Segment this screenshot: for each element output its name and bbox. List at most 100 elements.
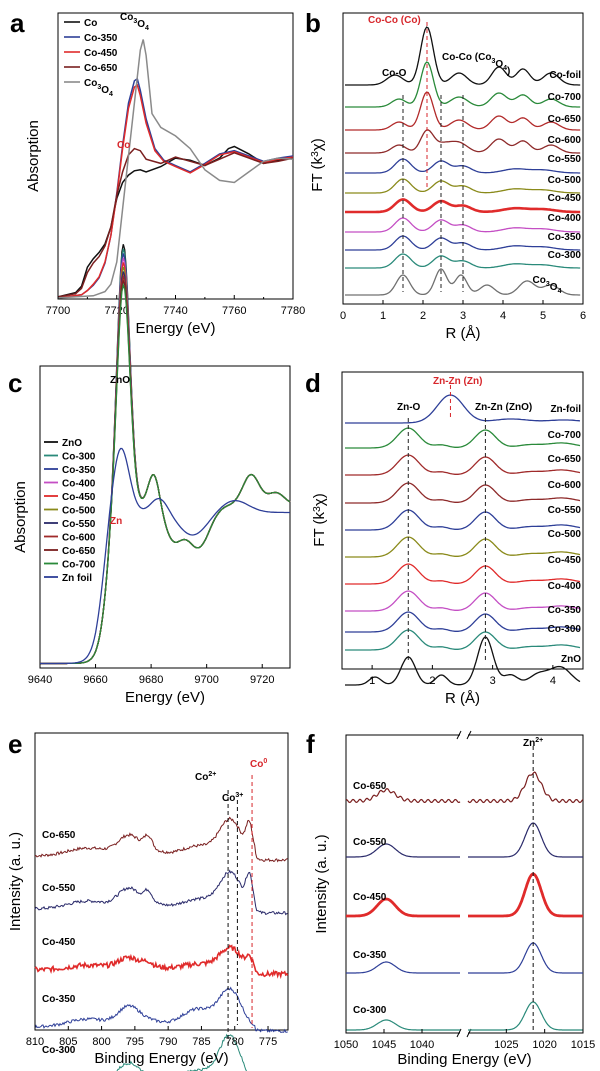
series-line bbox=[345, 268, 581, 296]
annotation-zn2: Zn2+ bbox=[523, 737, 543, 749]
series-line bbox=[34, 944, 289, 980]
series-label: Co-400 bbox=[548, 213, 582, 224]
series-line bbox=[116, 1033, 248, 1071]
series-label: Co-700 bbox=[548, 92, 582, 103]
series-line bbox=[468, 822, 583, 858]
x-tick-label: 7760 bbox=[222, 305, 246, 317]
panel-c: 9640 9660 9680 9700 9720 Energy (eV) Absorptio… bbox=[8, 244, 291, 706]
y-axis-label: Absorption bbox=[12, 481, 29, 553]
legend-label: Co-300 bbox=[62, 452, 96, 463]
series-label: Co-450 bbox=[548, 193, 582, 204]
x-tick-label: 6 bbox=[580, 310, 586, 322]
series-label: Co-300 bbox=[548, 624, 582, 635]
x-tick-label: 1040 bbox=[410, 1039, 434, 1051]
series-line bbox=[345, 590, 581, 612]
series-line bbox=[345, 26, 581, 86]
series-label: Co-550 bbox=[548, 154, 582, 165]
y-axis-label: Intensity (a. u.) bbox=[7, 832, 24, 931]
series-label: ZnO bbox=[561, 654, 581, 665]
panel-letter: a bbox=[10, 8, 25, 38]
panel-letter: e bbox=[8, 729, 22, 759]
x-tick-label: 785 bbox=[192, 1036, 210, 1048]
series-label: Co-350 bbox=[353, 950, 387, 961]
x-tick-label: 9660 bbox=[83, 674, 107, 686]
series-line bbox=[468, 942, 583, 974]
series-label: Co-550 bbox=[42, 883, 76, 894]
series-line bbox=[345, 454, 581, 476]
panel-letter: b bbox=[305, 8, 321, 38]
series-label: Co-650 bbox=[548, 454, 582, 465]
x-tick-label: 1 bbox=[380, 310, 386, 322]
annotation-co2: Co2+ bbox=[195, 771, 216, 783]
legend-label: Co-400 bbox=[62, 479, 96, 490]
panel-d: Zn-foil Co-700 Co-650 Co-600 Co-550 Co-500 Co-… bbox=[305, 368, 584, 707]
x-tick-label: 1050 bbox=[334, 1039, 358, 1051]
x-tick-label: 0 bbox=[340, 310, 346, 322]
series-line bbox=[468, 1001, 583, 1031]
series-label: Co-350 bbox=[548, 232, 582, 243]
x-tick-label: 1025 bbox=[494, 1039, 518, 1051]
series-line bbox=[345, 611, 581, 633]
series-line bbox=[345, 509, 581, 531]
x-axis-label: Energy (eV) bbox=[125, 689, 205, 706]
series-line bbox=[345, 198, 581, 214]
y-axis-label: Intensity (a. u.) bbox=[313, 834, 330, 933]
series-line bbox=[467, 771, 584, 804]
annotation-co-co: Co-Co (Co) bbox=[368, 15, 421, 26]
legend-label: Co-700 bbox=[62, 560, 96, 571]
legend-label: Co-500 bbox=[62, 506, 96, 517]
annotation-co: Co bbox=[117, 140, 130, 151]
x-tick-label: 9640 bbox=[28, 674, 52, 686]
legend-label: Co-450 bbox=[62, 492, 96, 503]
legend-label: Co-450 bbox=[84, 48, 118, 59]
series-line bbox=[345, 129, 581, 154]
series-line bbox=[345, 91, 581, 131]
series-label: Co-foil bbox=[549, 70, 581, 81]
x-tick-label: 2 bbox=[429, 675, 435, 687]
panel-b: Co-foil Co-700 Co-650 Co-600 Co-550 Co-500 Co-… bbox=[305, 8, 586, 342]
x-tick-label: 4 bbox=[550, 675, 556, 687]
x-axis-label: R (Å) bbox=[445, 325, 480, 342]
series-label: Co-450 bbox=[353, 892, 387, 903]
series-line bbox=[345, 394, 581, 424]
annotation-co0: Co0 bbox=[250, 758, 267, 770]
series-line bbox=[346, 1019, 460, 1031]
x-tick-label: 795 bbox=[126, 1036, 144, 1048]
series-label: Co-350 bbox=[548, 605, 582, 616]
plot-frame bbox=[34, 732, 289, 1031]
x-tick-label: 805 bbox=[59, 1036, 77, 1048]
axis-break-mark bbox=[456, 730, 462, 740]
series-label: Zn-foil bbox=[550, 404, 581, 415]
series-label: Co-400 bbox=[548, 581, 582, 592]
legend-label: Co-550 bbox=[62, 519, 96, 530]
x-tick-label: 790 bbox=[159, 1036, 177, 1048]
x-tick-label: 7720 bbox=[105, 305, 129, 317]
series-label: Co-450 bbox=[548, 555, 582, 566]
legend-label: ZnO bbox=[62, 438, 82, 449]
x-tick-label: 5 bbox=[540, 310, 546, 322]
annotation-zn-o: Zn-O bbox=[397, 402, 421, 413]
x-tick-label: 7740 bbox=[163, 305, 187, 317]
series-line bbox=[345, 61, 581, 108]
plot-frame bbox=[39, 365, 291, 669]
x-tick-label: 9680 bbox=[139, 674, 163, 686]
legend-label: Co-650 bbox=[62, 546, 96, 557]
series-label: Co-500 bbox=[548, 175, 582, 186]
annotation-zno: ZnO bbox=[110, 375, 130, 386]
series-label: Co-650 bbox=[42, 830, 76, 841]
annotation-co-co-oxide: Co-Co (Co3O4) bbox=[442, 52, 510, 77]
x-tick-label: 7700 bbox=[46, 305, 70, 317]
panel-a: 7700 7720 7740 7760 7780 Energy (eV) Absorptio… bbox=[10, 8, 305, 337]
axis-break-gap bbox=[460, 733, 468, 1035]
series-line bbox=[345, 482, 581, 504]
legend-label: Co-350 bbox=[84, 33, 118, 44]
x-axis-label: Energy (eV) bbox=[135, 320, 215, 337]
annotation-zn-zn: Zn-Zn (Zn) bbox=[433, 376, 482, 387]
series-line bbox=[346, 961, 460, 974]
series-line bbox=[34, 816, 288, 863]
series-line-Co-350 bbox=[57, 77, 294, 299]
panel-letter: f bbox=[306, 729, 315, 759]
legend-label: Co-350 bbox=[62, 465, 96, 476]
series-label: Co-300 bbox=[548, 250, 582, 261]
